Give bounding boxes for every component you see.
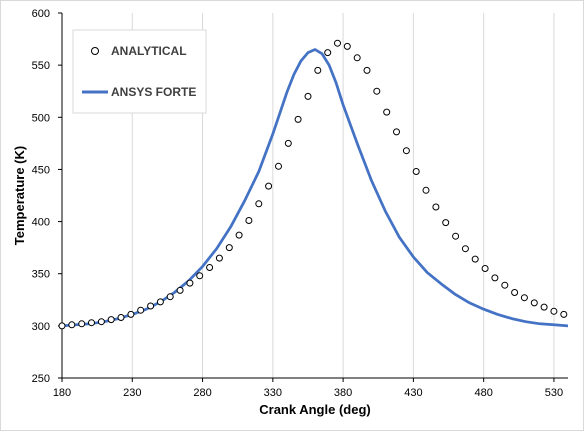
data-point-analytical: [265, 182, 273, 190]
data-point-analytical: [206, 264, 214, 271]
data-point-analytical: [225, 244, 233, 252]
data-point-analytical: [147, 302, 155, 310]
x-tick-label-380: 380: [334, 387, 352, 399]
data-point-analytical: [97, 318, 105, 326]
data-point-analytical: [58, 322, 66, 330]
data-point-analytical: [127, 310, 135, 318]
data-point-analytical: [284, 139, 292, 147]
legend-box: [72, 29, 207, 114]
data-point-analytical: [215, 254, 223, 262]
x-tick-label-330: 330: [264, 387, 282, 399]
x-tick-labels: 180 230 280 330 380 430 480 530: [53, 387, 563, 399]
data-point-analytical: [88, 319, 95, 327]
data-point-analytical: [530, 299, 538, 307]
data-point-analytical: [363, 66, 371, 74]
y-tick-label-250: 250: [32, 373, 50, 385]
data-point-analytical: [186, 279, 194, 287]
data-point-analytical: [432, 203, 440, 211]
data-point-analytical: [383, 108, 391, 116]
y-tick-label-500: 500: [32, 112, 50, 124]
y-tick-label-300: 300: [32, 321, 50, 333]
data-point-analytical: [324, 49, 332, 57]
legend: ANALYTICAL ANSYS FORTE: [72, 29, 207, 114]
data-point-analytical: [196, 272, 204, 280]
legend-label-ansys-forte: ANSYS FORTE: [111, 85, 196, 99]
data-point-analytical: [471, 255, 479, 263]
data-point-analytical: [137, 306, 145, 314]
x-axis-title: Crank Angle (deg): [259, 402, 370, 417]
data-point-analytical: [166, 293, 174, 301]
y-axis-title: Temperature (K): [12, 146, 27, 245]
data-point-analytical: [550, 307, 558, 315]
y-tick-label-450: 450: [32, 164, 50, 176]
data-point-analytical: [520, 294, 528, 302]
series: [58, 39, 569, 330]
data-point-analytical: [501, 281, 509, 289]
x-tick-label-280: 280: [193, 387, 211, 399]
data-point-analytical: [314, 66, 322, 74]
data-point-analytical: [540, 303, 548, 311]
data-point-analytical: [442, 219, 450, 227]
data-point-analytical: [491, 274, 499, 282]
data-point-analytical: [373, 87, 381, 95]
axes: [58, 12, 568, 382]
x-tick-label-480: 480: [474, 387, 492, 399]
data-point-analytical: [275, 162, 282, 170]
x-tick-label-530: 530: [545, 387, 563, 399]
data-point-analytical: [402, 147, 410, 155]
x-tick-label-430: 430: [404, 387, 422, 399]
legend-marker-analytical: [91, 47, 99, 55]
y-tick-label-350: 350: [32, 269, 50, 281]
data-point-analytical: [393, 128, 400, 136]
data-point-analytical: [255, 200, 263, 208]
data-point-analytical: [511, 289, 519, 296]
data-point-analytical: [334, 39, 341, 47]
data-point-analytical: [176, 286, 184, 294]
y-tick-label-550: 550: [32, 60, 50, 72]
y-tick-label-400: 400: [32, 217, 50, 229]
data-point-analytical: [560, 310, 568, 318]
data-point-analytical: [68, 321, 76, 329]
data-point-analytical: [235, 231, 243, 239]
y-tick-label-600: 600: [32, 8, 50, 20]
data-point-analytical: [107, 316, 115, 324]
data-point-analytical: [343, 42, 351, 50]
y-tick-labels: 250 300 350 400 450 500 550 600: [32, 8, 50, 385]
legend-label-analytical: ANALYTICAL: [111, 44, 187, 58]
data-point-analytical: [156, 298, 164, 306]
data-point-analytical: [412, 168, 420, 175]
data-point-analytical: [117, 314, 125, 321]
data-point-analytical: [452, 232, 460, 240]
data-point-analytical: [245, 217, 253, 224]
data-point-analytical: [294, 115, 302, 123]
data-point-analytical: [422, 186, 430, 194]
data-point-analytical: [78, 320, 86, 328]
x-tick-label-180: 180: [53, 387, 71, 399]
data-point-analytical: [353, 54, 361, 62]
x-tick-label-230: 230: [123, 387, 141, 399]
data-point-analytical: [304, 92, 312, 100]
data-point-analytical: [461, 245, 469, 253]
data-point-analytical: [481, 265, 489, 272]
